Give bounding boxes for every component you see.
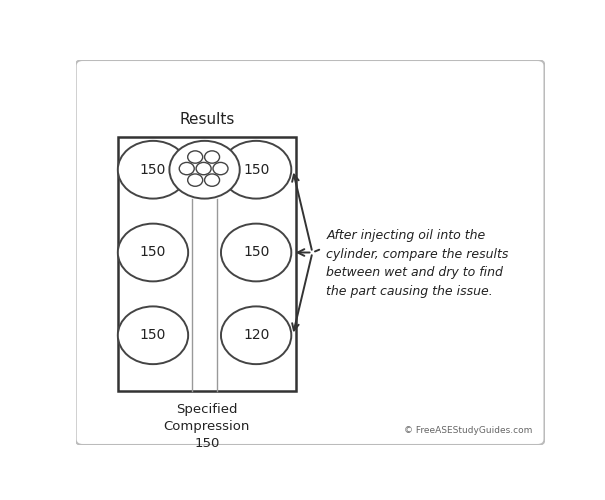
FancyBboxPatch shape bbox=[76, 60, 544, 445]
Text: Results: Results bbox=[179, 112, 235, 128]
Text: Specified
Compression
150: Specified Compression 150 bbox=[164, 402, 250, 450]
Circle shape bbox=[221, 224, 292, 282]
Text: After injecting oil into the
cylinder, compare the results
between wet and dry t: After injecting oil into the cylinder, c… bbox=[327, 230, 509, 298]
Circle shape bbox=[221, 306, 292, 364]
Circle shape bbox=[188, 174, 203, 186]
Circle shape bbox=[179, 162, 194, 174]
Circle shape bbox=[118, 141, 188, 199]
Text: 150: 150 bbox=[243, 246, 269, 260]
Circle shape bbox=[118, 224, 188, 282]
Circle shape bbox=[204, 174, 220, 186]
Circle shape bbox=[169, 141, 240, 199]
Text: 150: 150 bbox=[243, 162, 269, 176]
Circle shape bbox=[221, 141, 292, 199]
Circle shape bbox=[213, 162, 228, 174]
Circle shape bbox=[204, 151, 220, 163]
Bar bbox=[118, 137, 296, 391]
Text: 150: 150 bbox=[140, 246, 166, 260]
Circle shape bbox=[196, 162, 211, 174]
Circle shape bbox=[118, 306, 188, 364]
Text: 150: 150 bbox=[140, 328, 166, 342]
Text: 120: 120 bbox=[243, 328, 269, 342]
Circle shape bbox=[188, 151, 203, 163]
Text: 150: 150 bbox=[140, 162, 166, 176]
Text: © FreeASEStudyGuides.com: © FreeASEStudyGuides.com bbox=[404, 426, 533, 436]
